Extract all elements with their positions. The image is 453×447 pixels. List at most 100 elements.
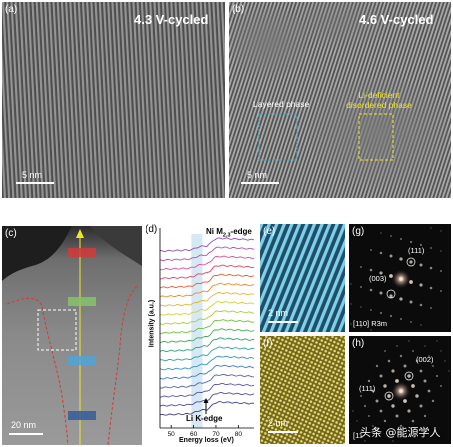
diffraction-spot xyxy=(379,311,383,315)
diffraction-spot xyxy=(359,394,363,398)
diffraction-spot xyxy=(439,269,443,273)
diffraction-spot xyxy=(389,254,393,258)
panel-h-fft: (h) (002) (111) [11 xyxy=(349,336,451,444)
scale-text-a: 5 nm xyxy=(22,170,43,180)
panel-g-diffraction xyxy=(349,224,451,332)
panel-c-image xyxy=(2,226,142,445)
diffraction-spot xyxy=(419,263,423,267)
eels-spectrum-4 xyxy=(160,264,255,280)
diffraction-spot xyxy=(423,379,427,383)
diffraction-spot xyxy=(352,410,354,412)
panel-label-h: (h) xyxy=(352,338,365,349)
diffraction-spot xyxy=(379,374,383,378)
diffraction-spot xyxy=(367,414,371,418)
eels-spectrum-10 xyxy=(159,319,255,334)
diffraction-spot xyxy=(387,429,391,433)
diffraction-spot xyxy=(415,359,419,363)
panel-f-image xyxy=(260,336,345,444)
diffraction-spot xyxy=(427,389,431,393)
fft-g-spot-003: (003) xyxy=(369,274,387,283)
diffraction-spot xyxy=(435,374,439,378)
eels-spectrum-19 xyxy=(159,401,255,416)
diffraction-spot xyxy=(389,294,393,298)
diffraction-spot xyxy=(380,232,382,234)
diffraction-spot xyxy=(356,420,358,422)
diffraction-spot xyxy=(399,317,403,321)
eels-spectra-chart: 50 60 70 80 xyxy=(159,228,255,438)
diffraction-spot xyxy=(430,227,432,229)
diffraction-spot xyxy=(439,384,443,388)
diffraction-spot xyxy=(370,309,372,311)
diffraction-spot xyxy=(416,430,418,432)
diffraction-spot xyxy=(429,266,433,270)
eels-y-label: Intensity (a.u.) xyxy=(148,299,156,348)
diffraction-spot xyxy=(407,374,411,378)
diffraction-spot xyxy=(429,306,433,310)
diffraction-spot xyxy=(419,404,423,408)
eels-spectrum-12 xyxy=(159,337,254,352)
diffraction-spot xyxy=(440,230,442,232)
diffraction-spot xyxy=(359,265,363,269)
diffraction-spot xyxy=(391,404,395,408)
diffraction-spot xyxy=(379,291,383,295)
ni-edge-text: Ni M xyxy=(206,227,223,236)
li-edge-label: Li K-edge xyxy=(186,414,223,423)
diffraction-spot xyxy=(424,345,426,347)
diffraction-spot xyxy=(390,235,392,237)
eels-spectrum-13 xyxy=(159,346,255,362)
eels-spectrum-9 xyxy=(159,310,255,325)
eels-spectrum-6 xyxy=(159,282,255,298)
diffraction-spot xyxy=(419,369,423,373)
diffraction-spot xyxy=(376,435,378,437)
watermark-text: 头条 @能源学人 xyxy=(360,426,441,439)
diffraction-spot xyxy=(369,288,373,292)
diffraction-spot xyxy=(411,419,415,423)
panel-label-a: (a) xyxy=(5,4,18,15)
diffraction-spot xyxy=(391,369,395,373)
diffraction-spot xyxy=(392,440,394,442)
diffraction-spot xyxy=(440,250,442,252)
panel-f-hrtem: (f) 2 nm xyxy=(260,336,345,444)
scale-bar-b xyxy=(241,182,279,184)
diffraction-spot xyxy=(367,379,371,383)
diffraction-spot xyxy=(363,404,367,408)
diffraction-spot xyxy=(404,435,406,437)
diffraction-spot xyxy=(403,364,407,368)
ni-edge-subscript: 2,3 xyxy=(222,232,231,239)
diffraction-spot xyxy=(431,399,435,403)
eels-spectrum-15 xyxy=(159,364,255,380)
scale-bar-c xyxy=(9,433,43,435)
eels-spectrum-1 xyxy=(159,237,255,252)
eels-spectrum-8 xyxy=(159,301,255,316)
diffraction-spot xyxy=(408,340,410,342)
diffraction-spot xyxy=(369,248,373,252)
disordered-phase-label: Li-deficient disordered phase xyxy=(339,90,419,110)
panel-b-title: 4.6 V-cycled xyxy=(359,12,434,27)
diffraction-spot xyxy=(419,303,423,307)
panel-h-diffraction xyxy=(349,336,451,444)
scale-text-c: 20 nm xyxy=(11,420,37,430)
scale-text-b: 5 nm xyxy=(247,170,268,180)
x-tick-label-60: 60 xyxy=(190,431,198,438)
eels-spectrum-2 xyxy=(159,246,255,262)
diffraction-spot xyxy=(379,409,383,413)
diffraction-spot xyxy=(370,329,372,331)
panel-a-image xyxy=(2,2,225,198)
diffraction-spot xyxy=(429,286,433,290)
diffraction-spot xyxy=(439,289,443,293)
panel-label-f: (f) xyxy=(263,338,273,349)
eels-spectrum-7 xyxy=(159,291,255,307)
ni-edge-suffix: -edge xyxy=(230,227,252,236)
layered-phase-label: Layered phase xyxy=(253,99,310,109)
diffraction-spot xyxy=(436,340,438,342)
panel-e-image xyxy=(260,224,345,332)
diffraction-spot xyxy=(399,237,403,241)
diffraction-spot xyxy=(383,384,387,388)
diffraction-spot xyxy=(371,389,375,393)
diffraction-spot xyxy=(364,440,366,442)
diffraction-spot xyxy=(419,283,423,287)
panel-g-fft: (g) (111) (003) [110] R3m xyxy=(349,224,451,332)
eels-x-label: Energy loss (eV) xyxy=(179,437,234,444)
diffraction-spot xyxy=(409,260,413,264)
panel-label-e: (e) xyxy=(263,226,276,237)
